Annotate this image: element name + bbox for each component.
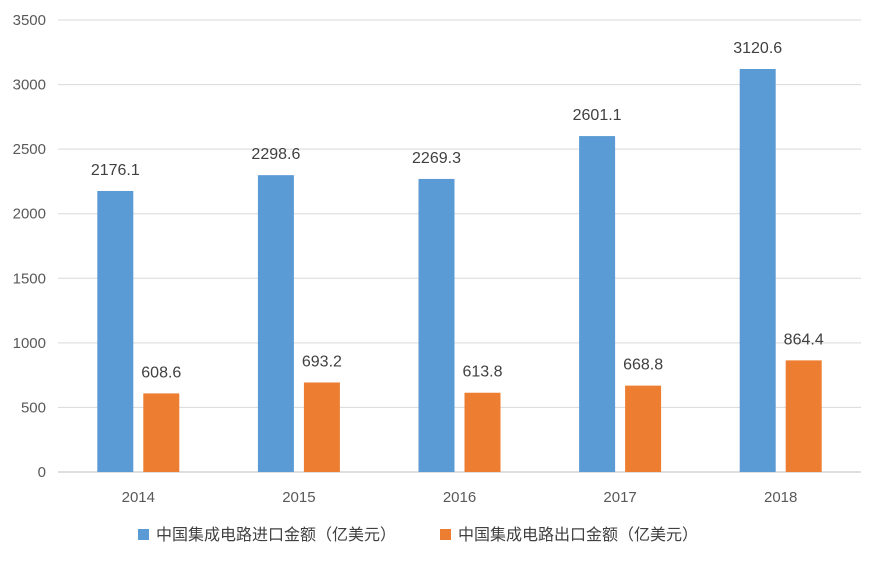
import-bar (257, 175, 294, 472)
data-label: 864.4 (784, 331, 824, 348)
import-bar (97, 190, 134, 472)
y-tick-label: 1500 (13, 270, 46, 287)
x-tick-label: 2015 (282, 489, 315, 506)
legend-label: 中国集成电路出口金额（亿美元） (458, 525, 698, 544)
x-tick-label: 2017 (603, 489, 636, 506)
import-bar (579, 136, 616, 472)
legend-label: 中国集成电路进口金额（亿美元） (156, 525, 396, 544)
legend-swatch-export (440, 529, 451, 540)
x-tick-label: 2014 (122, 489, 155, 506)
data-label: 2269.3 (412, 150, 461, 167)
y-tick-label: 3000 (13, 77, 46, 94)
data-label: 668.8 (623, 357, 663, 374)
data-label: 613.8 (462, 364, 502, 381)
export-bar (625, 385, 662, 472)
import-bar (418, 178, 455, 473)
x-tick-label: 2016 (443, 489, 476, 506)
export-bar (785, 360, 822, 472)
data-label: 2176.1 (91, 162, 140, 179)
data-label: 3120.6 (733, 40, 782, 57)
x-tick-label: 2018 (764, 489, 797, 506)
import-bar (739, 68, 776, 473)
data-label: 2601.1 (573, 107, 622, 124)
y-tick-label: 2500 (13, 141, 46, 158)
export-bar (464, 392, 501, 472)
y-tick-label: 2000 (13, 206, 46, 223)
y-tick-label: 500 (21, 399, 46, 416)
data-label: 693.2 (302, 353, 342, 370)
legend-swatch-import (138, 529, 149, 540)
y-tick-label: 3500 (13, 12, 46, 29)
y-tick-label: 1000 (13, 335, 46, 352)
export-bar (303, 382, 340, 472)
data-label: 608.6 (141, 364, 181, 381)
export-bar (143, 393, 180, 472)
y-tick-label: 0 (38, 464, 46, 481)
data-label: 2298.6 (251, 146, 300, 163)
